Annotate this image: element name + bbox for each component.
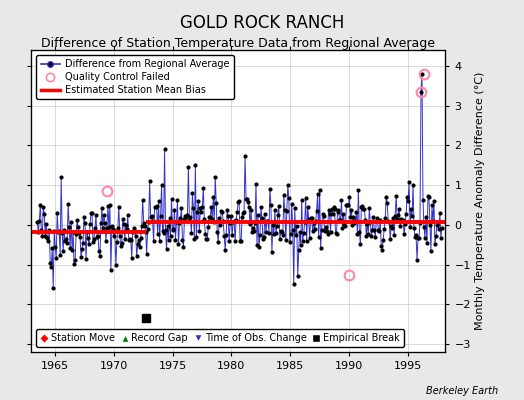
Y-axis label: Monthly Temperature Anomaly Difference (°C): Monthly Temperature Anomaly Difference (… xyxy=(475,72,485,330)
Title: Difference of Station Temperature Data from Regional Average: Difference of Station Temperature Data f… xyxy=(41,37,435,50)
Text: Berkeley Earth: Berkeley Earth xyxy=(425,386,498,396)
Legend: Station Move, Record Gap, Time of Obs. Change, Empirical Break: Station Move, Record Gap, Time of Obs. C… xyxy=(36,329,403,347)
Text: GOLD ROCK RANCH: GOLD ROCK RANCH xyxy=(180,14,344,32)
